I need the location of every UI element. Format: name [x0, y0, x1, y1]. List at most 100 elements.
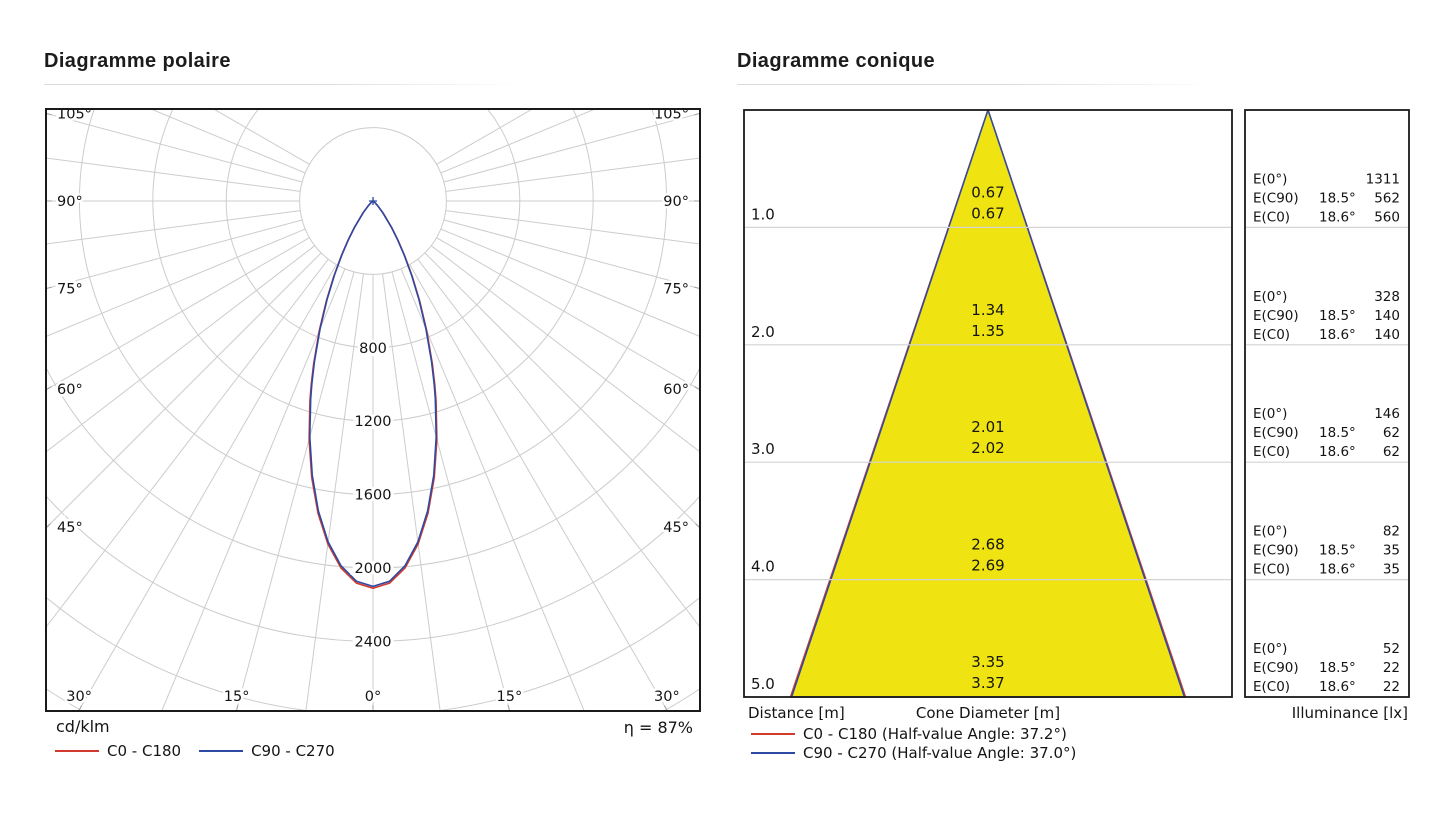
- svg-text:30°: 30°: [654, 689, 680, 705]
- svg-text:3.0: 3.0: [751, 440, 775, 458]
- polar-title: Diagramme polaire: [44, 50, 231, 72]
- svg-text:90°: 90°: [57, 194, 83, 210]
- svg-text:E(0°): E(0°): [1253, 289, 1287, 305]
- svg-text:E(C0): E(C0): [1253, 679, 1290, 695]
- svg-text:140: 140: [1374, 327, 1400, 343]
- svg-text:18.5°: 18.5°: [1319, 425, 1356, 441]
- svg-text:62: 62: [1383, 444, 1400, 460]
- svg-text:18.6°: 18.6°: [1319, 327, 1356, 343]
- svg-text:18.6°: 18.6°: [1319, 444, 1356, 460]
- svg-text:30°: 30°: [66, 689, 92, 705]
- svg-text:E(0°): E(0°): [1253, 406, 1287, 422]
- svg-text:60°: 60°: [663, 382, 689, 398]
- svg-text:E(0°): E(0°): [1253, 524, 1287, 540]
- svg-text:2.68: 2.68: [971, 536, 1004, 554]
- svg-text:1311: 1311: [1366, 171, 1400, 187]
- cone-legend-label-c0: C0 - C180 (Half-value Angle: 37.2°): [803, 725, 1067, 743]
- svg-text:2400: 2400: [355, 634, 392, 650]
- cone-title: Diagramme conique: [737, 50, 935, 72]
- svg-text:E(0°): E(0°): [1253, 641, 1287, 657]
- svg-text:22: 22: [1383, 679, 1400, 695]
- svg-text:82: 82: [1383, 524, 1400, 540]
- cone-legend-label-c90: C90 - C270 (Half-value Angle: 37.0°): [803, 744, 1077, 762]
- svg-text:52: 52: [1383, 641, 1400, 657]
- cone-legend-item-c0: C0 - C180 (Half-value Angle: 37.2°): [751, 725, 1067, 743]
- svg-text:105°: 105°: [654, 108, 689, 123]
- svg-text:E(C0): E(C0): [1253, 562, 1290, 578]
- svg-text:3.37: 3.37: [971, 674, 1004, 692]
- svg-text:560: 560: [1374, 209, 1400, 225]
- cone-c90-line-swatch: [751, 752, 795, 754]
- svg-text:E(C0): E(C0): [1253, 209, 1290, 225]
- efficiency-value: η = 87%: [623, 718, 693, 737]
- svg-text:18.6°: 18.6°: [1319, 209, 1356, 225]
- cone-chart: 1.0 0.67 0.67 E(0°) 1311 E(C90) 18.5° 562 E(C0) 1…: [743, 109, 1410, 698]
- cone-title-rule: [737, 84, 1215, 85]
- svg-text:0°: 0°: [365, 689, 381, 705]
- svg-text:2.0: 2.0: [751, 323, 775, 341]
- svg-text:18.6°: 18.6°: [1319, 679, 1356, 695]
- svg-text:62: 62: [1383, 425, 1400, 441]
- c90-c270-line-swatch: [199, 750, 244, 752]
- illuminance-axis-label: Illuminance [lx]: [1291, 704, 1408, 722]
- svg-text:562: 562: [1374, 190, 1400, 206]
- svg-text:E(C90): E(C90): [1253, 190, 1299, 206]
- svg-text:2.02: 2.02: [971, 439, 1004, 457]
- cone-diameter-axis-label: Cone Diameter [m]: [915, 704, 1061, 722]
- cone-c0-line-swatch: [751, 733, 795, 735]
- svg-text:45°: 45°: [663, 520, 689, 536]
- svg-text:45°: 45°: [57, 520, 83, 536]
- svg-text:90°: 90°: [663, 194, 689, 210]
- svg-text:1.34: 1.34: [971, 301, 1004, 319]
- svg-text:60°: 60°: [57, 382, 83, 398]
- cone-legend-row-c90: C90 - C270 (Half-value Angle: 37.0°): [751, 744, 1076, 762]
- svg-text:35: 35: [1383, 543, 1400, 559]
- polar-unit-label: cd/klm: [56, 717, 110, 736]
- c0-c180-line-swatch: [55, 750, 99, 752]
- svg-text:E(C0): E(C0): [1253, 444, 1290, 460]
- svg-text:E(C90): E(C90): [1253, 660, 1299, 676]
- svg-text:5.0: 5.0: [751, 675, 775, 693]
- cone-legend-item-c90: C90 - C270 (Half-value Angle: 37.0°): [751, 744, 1076, 762]
- svg-text:22: 22: [1383, 660, 1400, 676]
- svg-text:0.67: 0.67: [971, 183, 1004, 201]
- polar-legend-item-c0: C0 - C180: [55, 742, 181, 760]
- svg-text:E(C0): E(C0): [1253, 327, 1290, 343]
- svg-text:18.5°: 18.5°: [1319, 660, 1356, 676]
- svg-text:18.6°: 18.6°: [1319, 562, 1356, 578]
- cone-legend-row-c0: C0 - C180 (Half-value Angle: 37.2°): [751, 725, 1067, 743]
- svg-text:105°: 105°: [57, 108, 92, 123]
- svg-text:E(C90): E(C90): [1253, 543, 1299, 559]
- polar-intensity-chart: 800 1200 1600 2000 2400 105° 105° 90° 90° 75° 75° 6…: [45, 108, 701, 712]
- polar-legend-label-c0: C0 - C180: [107, 742, 182, 760]
- svg-text:E(C90): E(C90): [1253, 425, 1299, 441]
- polar-legend-label-c90: C90 - C270: [251, 742, 335, 760]
- svg-text:18.5°: 18.5°: [1319, 190, 1356, 206]
- svg-text:140: 140: [1374, 308, 1400, 324]
- polar-legend: C0 - C180 C90 - C270: [55, 742, 335, 760]
- svg-text:E(0°): E(0°): [1253, 171, 1287, 187]
- svg-text:1200: 1200: [355, 414, 392, 430]
- svg-text:2.01: 2.01: [971, 418, 1004, 436]
- svg-text:18.5°: 18.5°: [1319, 308, 1356, 324]
- svg-text:2000: 2000: [355, 561, 392, 577]
- svg-text:1.35: 1.35: [971, 322, 1004, 340]
- svg-text:800: 800: [359, 341, 387, 357]
- svg-text:35: 35: [1383, 562, 1400, 578]
- svg-text:146: 146: [1374, 406, 1400, 422]
- svg-text:15°: 15°: [497, 689, 523, 705]
- svg-text:0.67: 0.67: [971, 204, 1004, 222]
- svg-text:E(C90): E(C90): [1253, 308, 1299, 324]
- polar-title-rule: [44, 84, 522, 85]
- svg-text:2.69: 2.69: [971, 557, 1004, 575]
- svg-text:15°: 15°: [224, 689, 250, 705]
- distance-axis-label: Distance [m]: [748, 704, 845, 722]
- svg-text:4.0: 4.0: [751, 558, 775, 576]
- svg-text:3.35: 3.35: [971, 653, 1004, 671]
- svg-text:328: 328: [1374, 289, 1400, 305]
- svg-text:1.0: 1.0: [751, 205, 775, 223]
- svg-text:1600: 1600: [355, 488, 392, 504]
- polar-legend-item-c90: C90 - C270: [199, 742, 335, 760]
- svg-text:75°: 75°: [57, 281, 83, 297]
